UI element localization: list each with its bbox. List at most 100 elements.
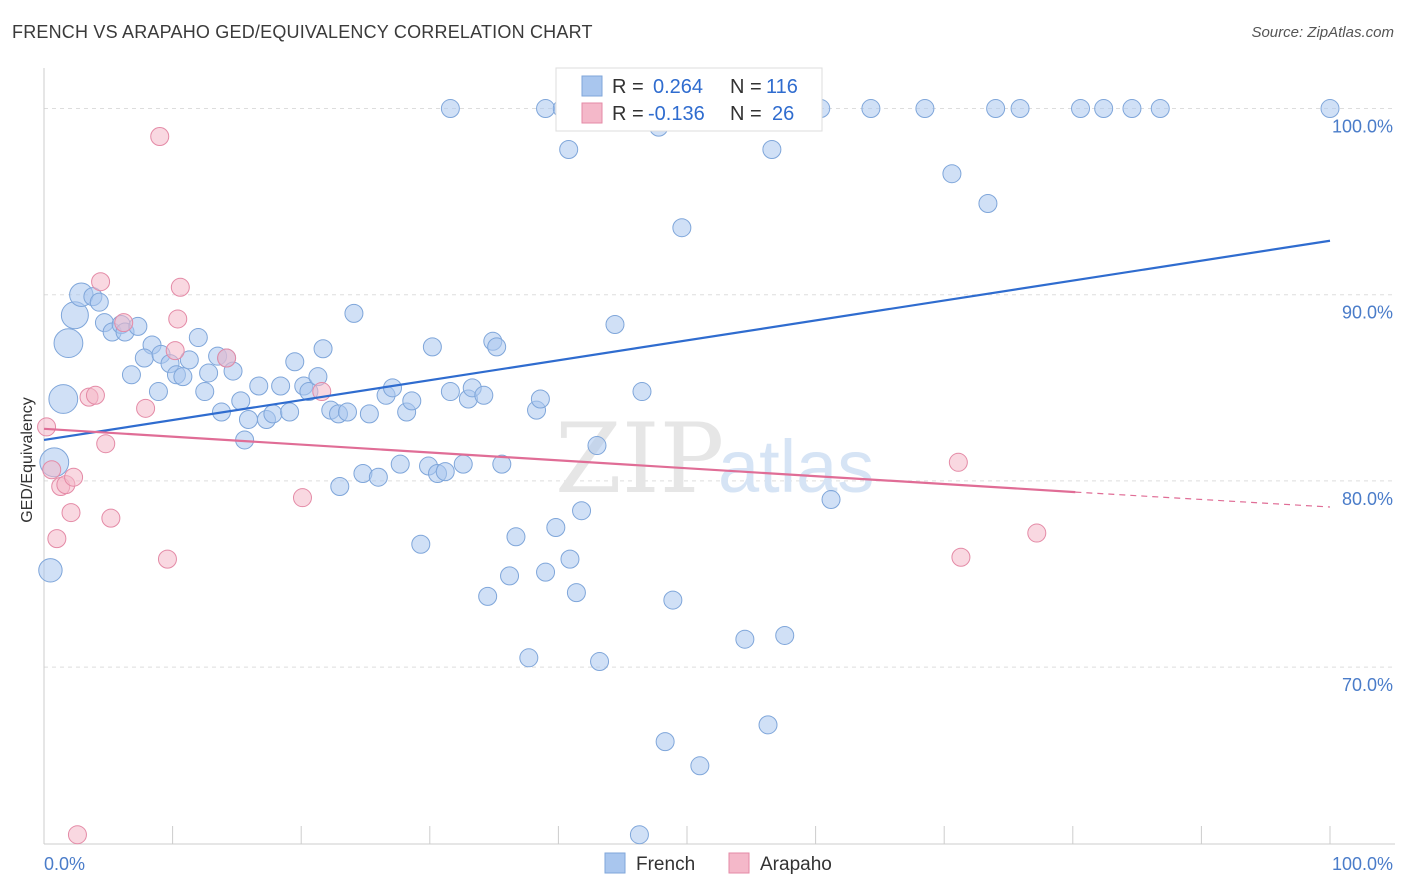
french-point: [344, 303, 364, 323]
french-points: [38, 99, 1340, 845]
french-n-value: 116: [766, 76, 798, 98]
french-point: [690, 756, 710, 776]
arapaho-n-label: N =: [730, 103, 762, 125]
gridlines: [44, 108, 1395, 668]
x-tick-label: 0.0%: [44, 854, 85, 874]
x-tick-label: 100.0%: [1332, 854, 1393, 874]
french-point: [735, 629, 755, 649]
arapaho-point: [217, 348, 237, 368]
french-point: [572, 501, 592, 521]
french-point: [368, 467, 388, 487]
french-point: [134, 348, 154, 368]
french-point: [587, 436, 607, 456]
arapaho-n-value: 26: [772, 103, 794, 125]
french-point: [536, 99, 556, 119]
y-tick-label: 90.0%: [1342, 303, 1393, 323]
french-point: [500, 566, 520, 586]
french-point: [249, 376, 269, 396]
french-point: [663, 590, 683, 610]
french-point: [179, 350, 199, 370]
arapaho-point: [168, 309, 188, 329]
arapaho-point: [67, 825, 87, 845]
french-point: [411, 534, 431, 554]
french-point: [1071, 99, 1091, 119]
french-point: [915, 99, 935, 119]
french-point: [435, 462, 455, 482]
arapaho-trend-line: [43, 427, 1076, 494]
arapaho-points: [37, 126, 1047, 845]
french-point: [559, 140, 579, 160]
french-point: [48, 384, 79, 414]
y-tick-labels: 70.0% 80.0% 90.0% 100.0%: [1332, 117, 1393, 696]
french-point: [263, 404, 283, 424]
french-point: [173, 367, 193, 387]
arapaho-point: [114, 313, 134, 333]
legend-arapaho-label: Arapaho: [760, 854, 832, 875]
french-n-label: N =: [730, 76, 762, 98]
x-tick-labels: 0.0% 100.0%: [44, 854, 1393, 874]
watermark-atlas: atlas: [718, 425, 874, 508]
french-point: [231, 391, 251, 411]
arapaho-point: [61, 503, 81, 523]
french-point: [440, 382, 460, 402]
french-point: [1150, 99, 1170, 119]
arapaho-trend-extension: [1075, 491, 1331, 508]
french-point: [199, 363, 219, 383]
french-point: [330, 477, 350, 497]
french-point: [530, 389, 550, 409]
arapaho-point: [42, 460, 62, 480]
french-point: [506, 527, 526, 547]
arapaho-swatch: [581, 102, 603, 124]
french-point: [758, 715, 778, 735]
french-point: [422, 337, 442, 357]
french-point: [148, 382, 168, 402]
french-point: [1094, 99, 1114, 119]
french-point: [1320, 99, 1340, 119]
french-point: [453, 454, 473, 474]
french-trend-line: [43, 239, 1331, 442]
french-point: [271, 376, 291, 396]
arapaho-point: [165, 341, 185, 361]
french-point: [590, 652, 610, 672]
french-point: [121, 365, 141, 385]
legend-arapaho-swatch: [728, 852, 750, 874]
french-point: [942, 164, 962, 184]
french-point: [655, 732, 675, 752]
french-point: [487, 337, 507, 357]
arapaho-point: [96, 434, 116, 454]
french-point: [359, 404, 379, 424]
arapaho-r-label: R =: [612, 103, 644, 125]
source-credit: Source: ZipAtlas.com: [1251, 24, 1394, 41]
arapaho-point: [85, 385, 105, 405]
arapaho-r-value: -0.136: [648, 103, 705, 125]
french-point: [546, 517, 566, 537]
french-point: [238, 409, 258, 429]
french-point: [38, 558, 63, 583]
arapaho-point: [948, 452, 968, 472]
arapaho-point: [170, 277, 190, 297]
french-point: [978, 194, 998, 214]
french-point: [1122, 99, 1142, 119]
y-tick-label: 100.0%: [1332, 117, 1393, 137]
french-point: [474, 385, 494, 405]
arapaho-point: [292, 488, 312, 508]
arapaho-point: [136, 398, 156, 418]
french-point: [337, 402, 357, 422]
chart-title: FRENCH VS ARAPAHO GED/EQUIVALENCY CORREL…: [12, 22, 593, 42]
french-point: [53, 328, 84, 359]
french-point: [536, 562, 556, 582]
french-point: [560, 549, 580, 569]
french-point: [492, 454, 512, 474]
french-point: [280, 402, 300, 422]
trend-lines: [43, 239, 1331, 508]
french-point: [440, 99, 460, 119]
french-point: [605, 315, 625, 335]
arapaho-point: [91, 272, 111, 292]
french-point: [762, 140, 782, 160]
legend: French Arapaho: [604, 852, 832, 875]
french-point: [566, 583, 586, 603]
french-point: [519, 648, 539, 668]
arapaho-point: [1027, 523, 1047, 543]
legend-french-label: French: [636, 854, 695, 875]
